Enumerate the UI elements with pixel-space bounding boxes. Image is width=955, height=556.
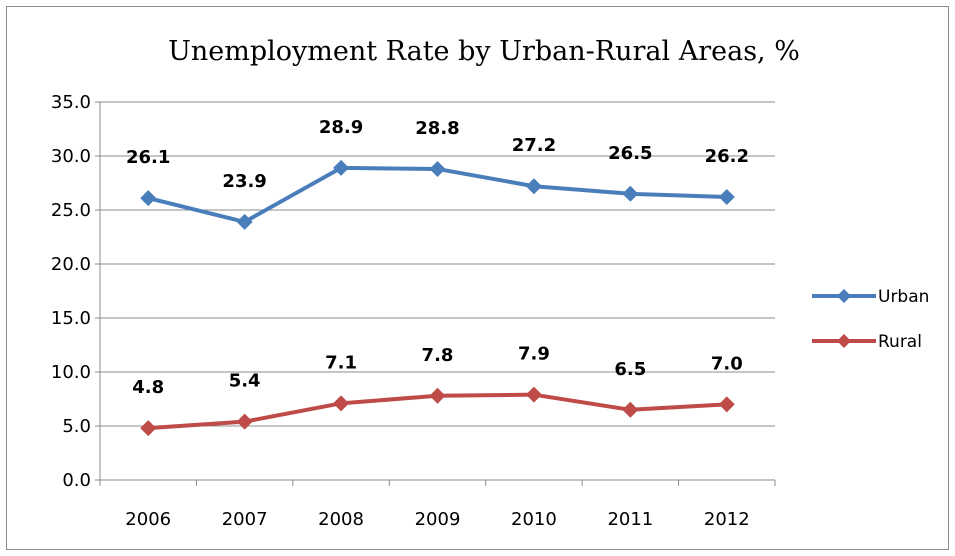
x-tick-label: 2006 [125,509,171,530]
data-label: 6.5 [614,359,646,380]
series-layer [140,159,735,437]
x-tick-label: 2012 [704,509,750,530]
data-point [622,185,639,202]
legend-label: Urban [878,287,929,307]
y-tick-label: 0.0 [62,470,91,491]
y-tick-label: 35.0 [51,92,91,113]
data-label: 7.0 [711,353,743,374]
data-label: 26.2 [705,146,749,167]
x-tick-label: 2010 [511,509,557,530]
y-tick-label: 5.0 [62,416,91,437]
data-point [525,386,542,403]
x-tick-label: 2007 [222,509,268,530]
y-tick-label: 15.0 [51,308,91,329]
data-label: 26.1 [126,147,170,168]
data-label: 5.4 [229,371,261,392]
y-tick-label: 30.0 [51,146,91,167]
legend: Urban Rural [812,287,929,352]
y-tick-label: 25.0 [51,200,91,221]
data-point [718,189,735,206]
data-labels: 26.1 23.9 28.9 28.8 27.2 26.5 26.2 4.8 5.4 7.1 7.8… [126,117,749,398]
legend-marker [837,334,851,348]
x-tick-label: 2011 [607,509,653,530]
data-label: 4.8 [132,377,164,398]
data-label: 28.9 [319,117,363,138]
data-point [718,396,735,413]
chart-title: Unemployment Rate by Urban-Rural Areas, … [168,36,800,67]
chart-frame [6,6,949,550]
gridlines [100,101,775,427]
data-point [622,401,639,418]
data-label: 28.8 [415,118,459,139]
axes: 0.0 5.0 10.0 15.0 20.0 25.0 30.0 35.0 2006 2007 20… [51,92,776,530]
data-point [236,213,253,230]
data-point [333,395,350,412]
data-label: 26.5 [608,143,652,164]
data-point [429,160,446,177]
legend-marker [837,289,851,303]
data-label: 27.2 [512,135,556,156]
x-tick-label: 2008 [318,509,364,530]
data-point [140,190,157,207]
data-label: 23.9 [222,171,266,192]
y-tick-label: 20.0 [51,254,91,275]
data-point [525,178,542,195]
data-label: 7.9 [518,344,550,365]
data-label: 7.8 [422,345,454,366]
data-point [333,159,350,176]
legend-label: Rural [878,332,922,352]
y-tick-label: 10.0 [51,362,91,383]
data-point [236,413,253,430]
data-point [429,387,446,404]
data-label: 7.1 [325,352,357,373]
x-tick-label: 2009 [415,509,461,530]
data-point [140,420,157,437]
